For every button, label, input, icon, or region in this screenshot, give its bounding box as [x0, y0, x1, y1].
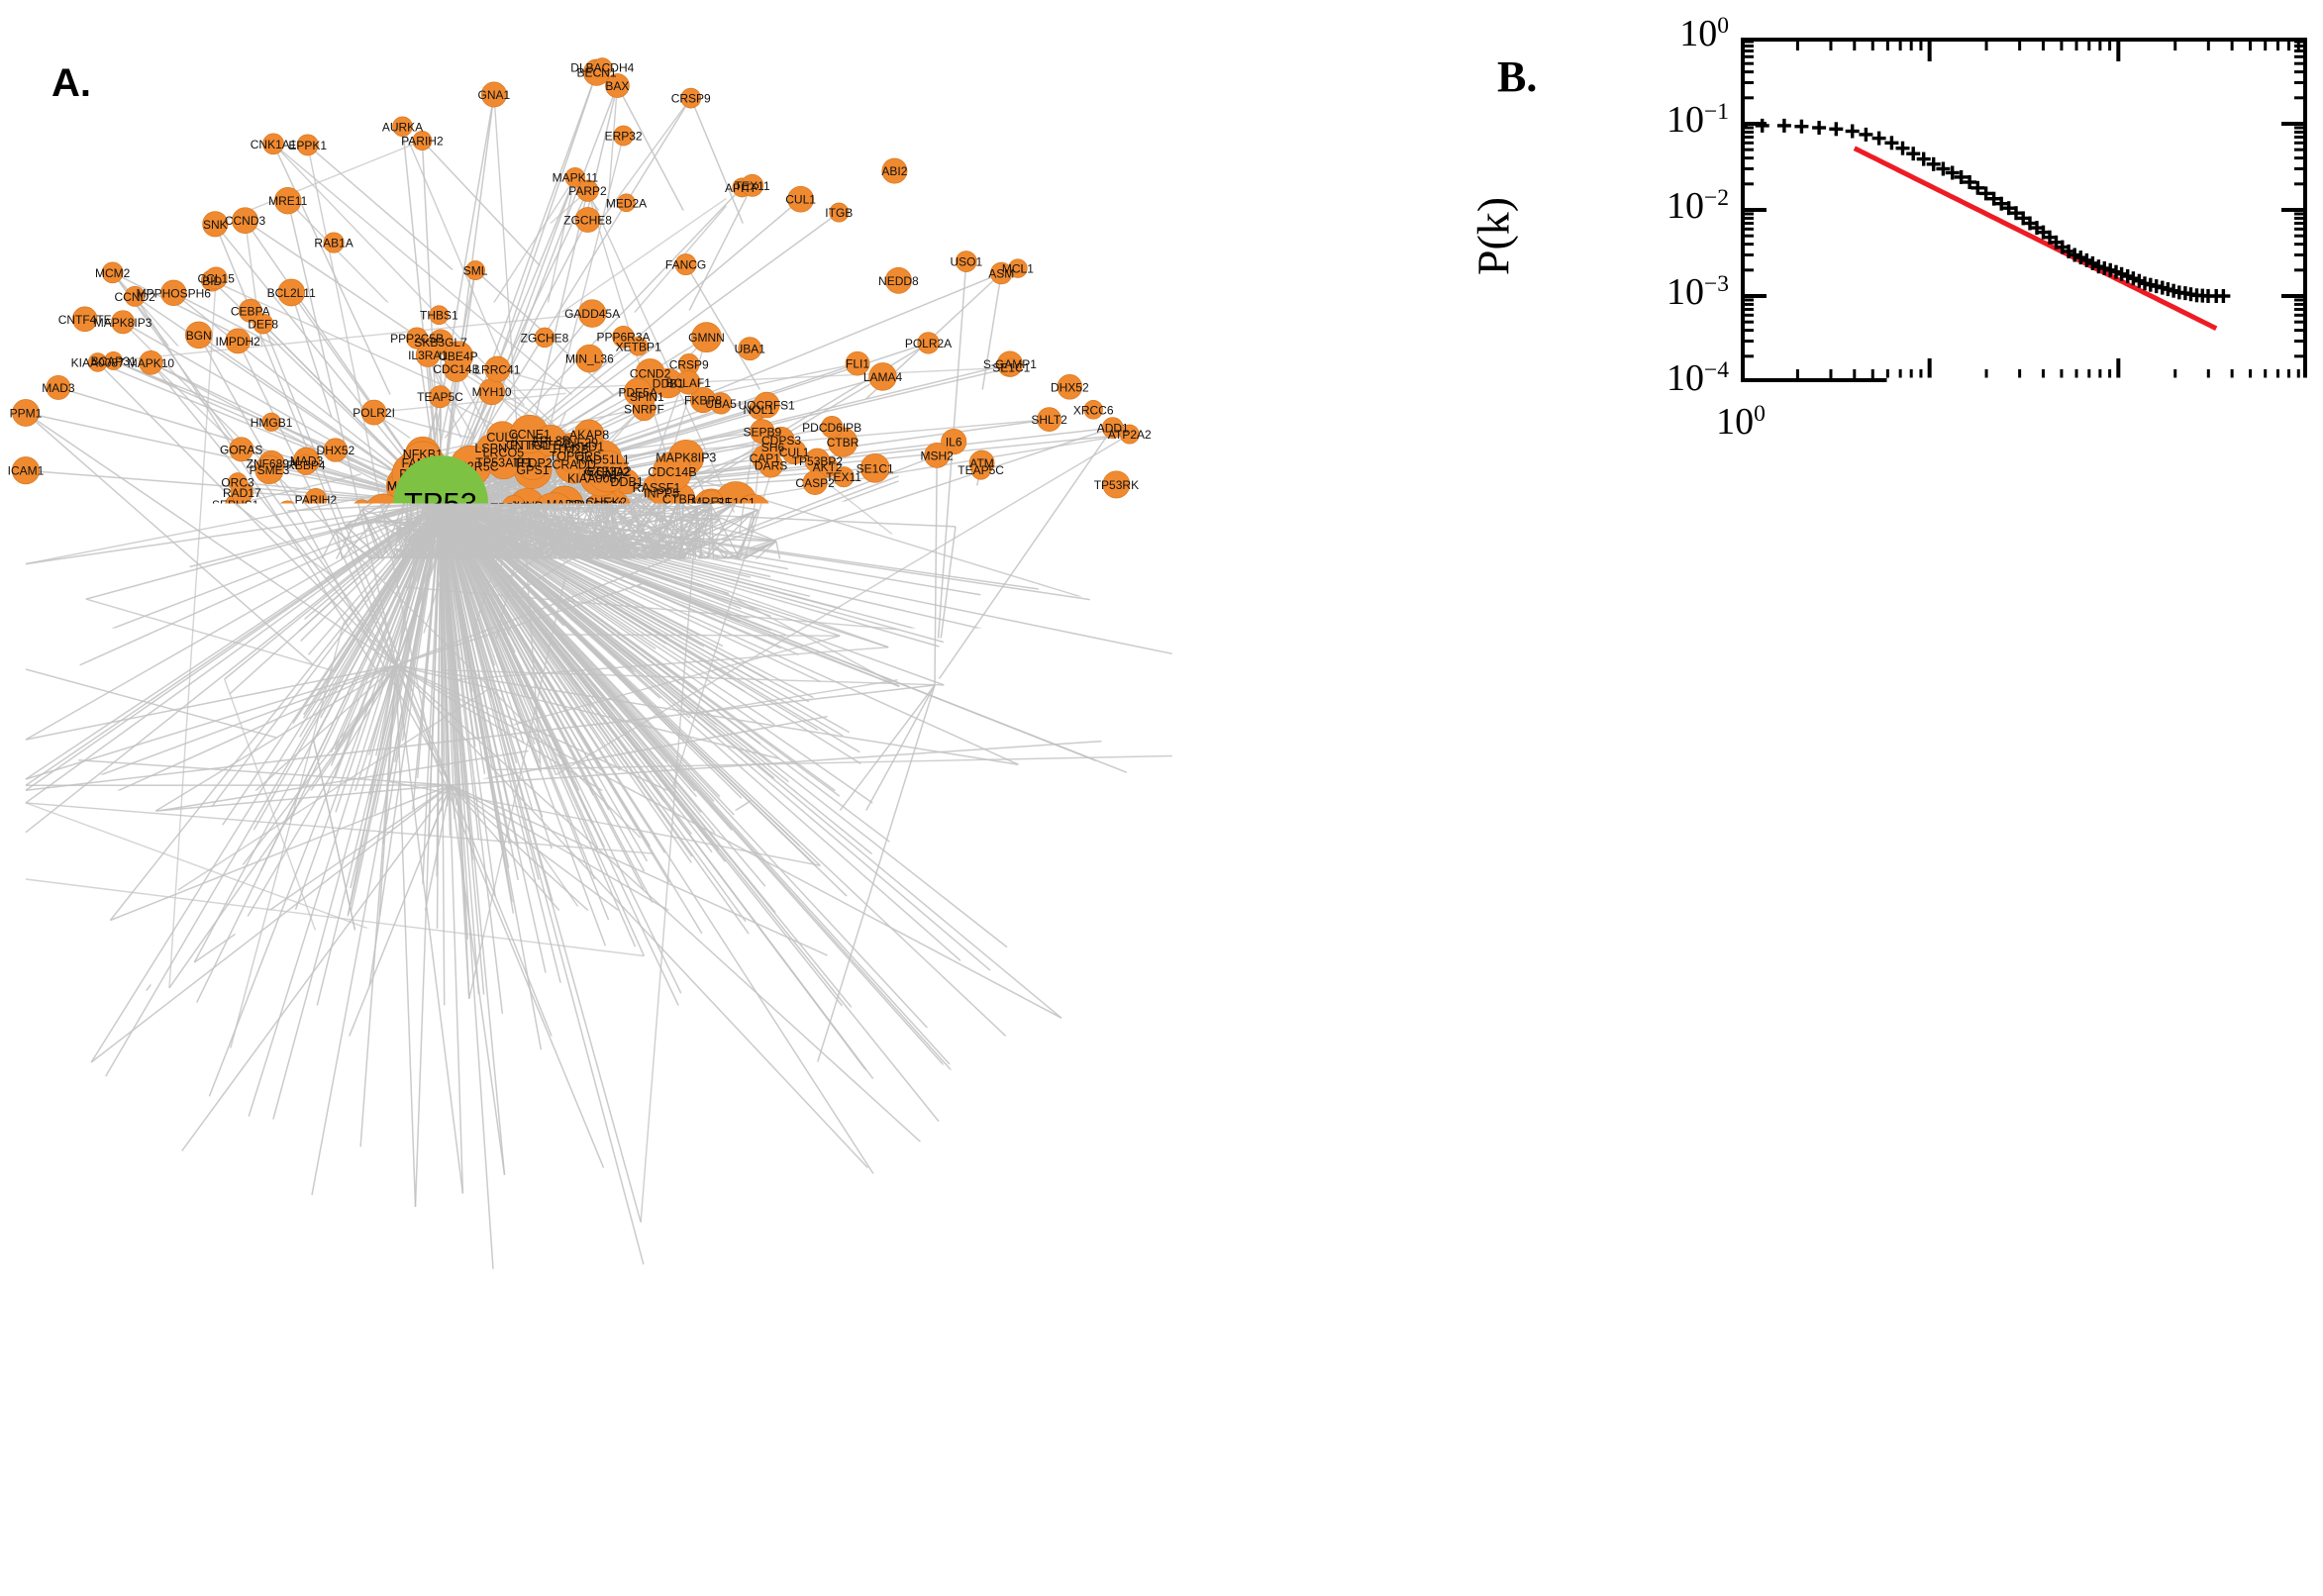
x-axis-label: kn [1984, 1511, 2064, 1567]
data-points [1772, 1163, 2230, 1366]
x-tick-label: 102 [2076, 1444, 2160, 1487]
x-tick-label: 100 [1699, 1444, 1782, 1487]
y-tick-label: 101 [1624, 1400, 1729, 1444]
y-tick-label: 102 [1624, 1192, 1729, 1236]
panel-d-letter: D. [1497, 990, 1540, 1041]
panel-d-canvas [1741, 1010, 2307, 1426]
x-tick-label: 101 [1888, 1444, 1971, 1487]
y-axis-label: Cn(kn) [1464, 1113, 1521, 1390]
panel-d-plot: D.102101100101102103knCn(kn) [0, 0, 2323, 1596]
x-tick-label: 103 [2266, 1444, 2323, 1487]
